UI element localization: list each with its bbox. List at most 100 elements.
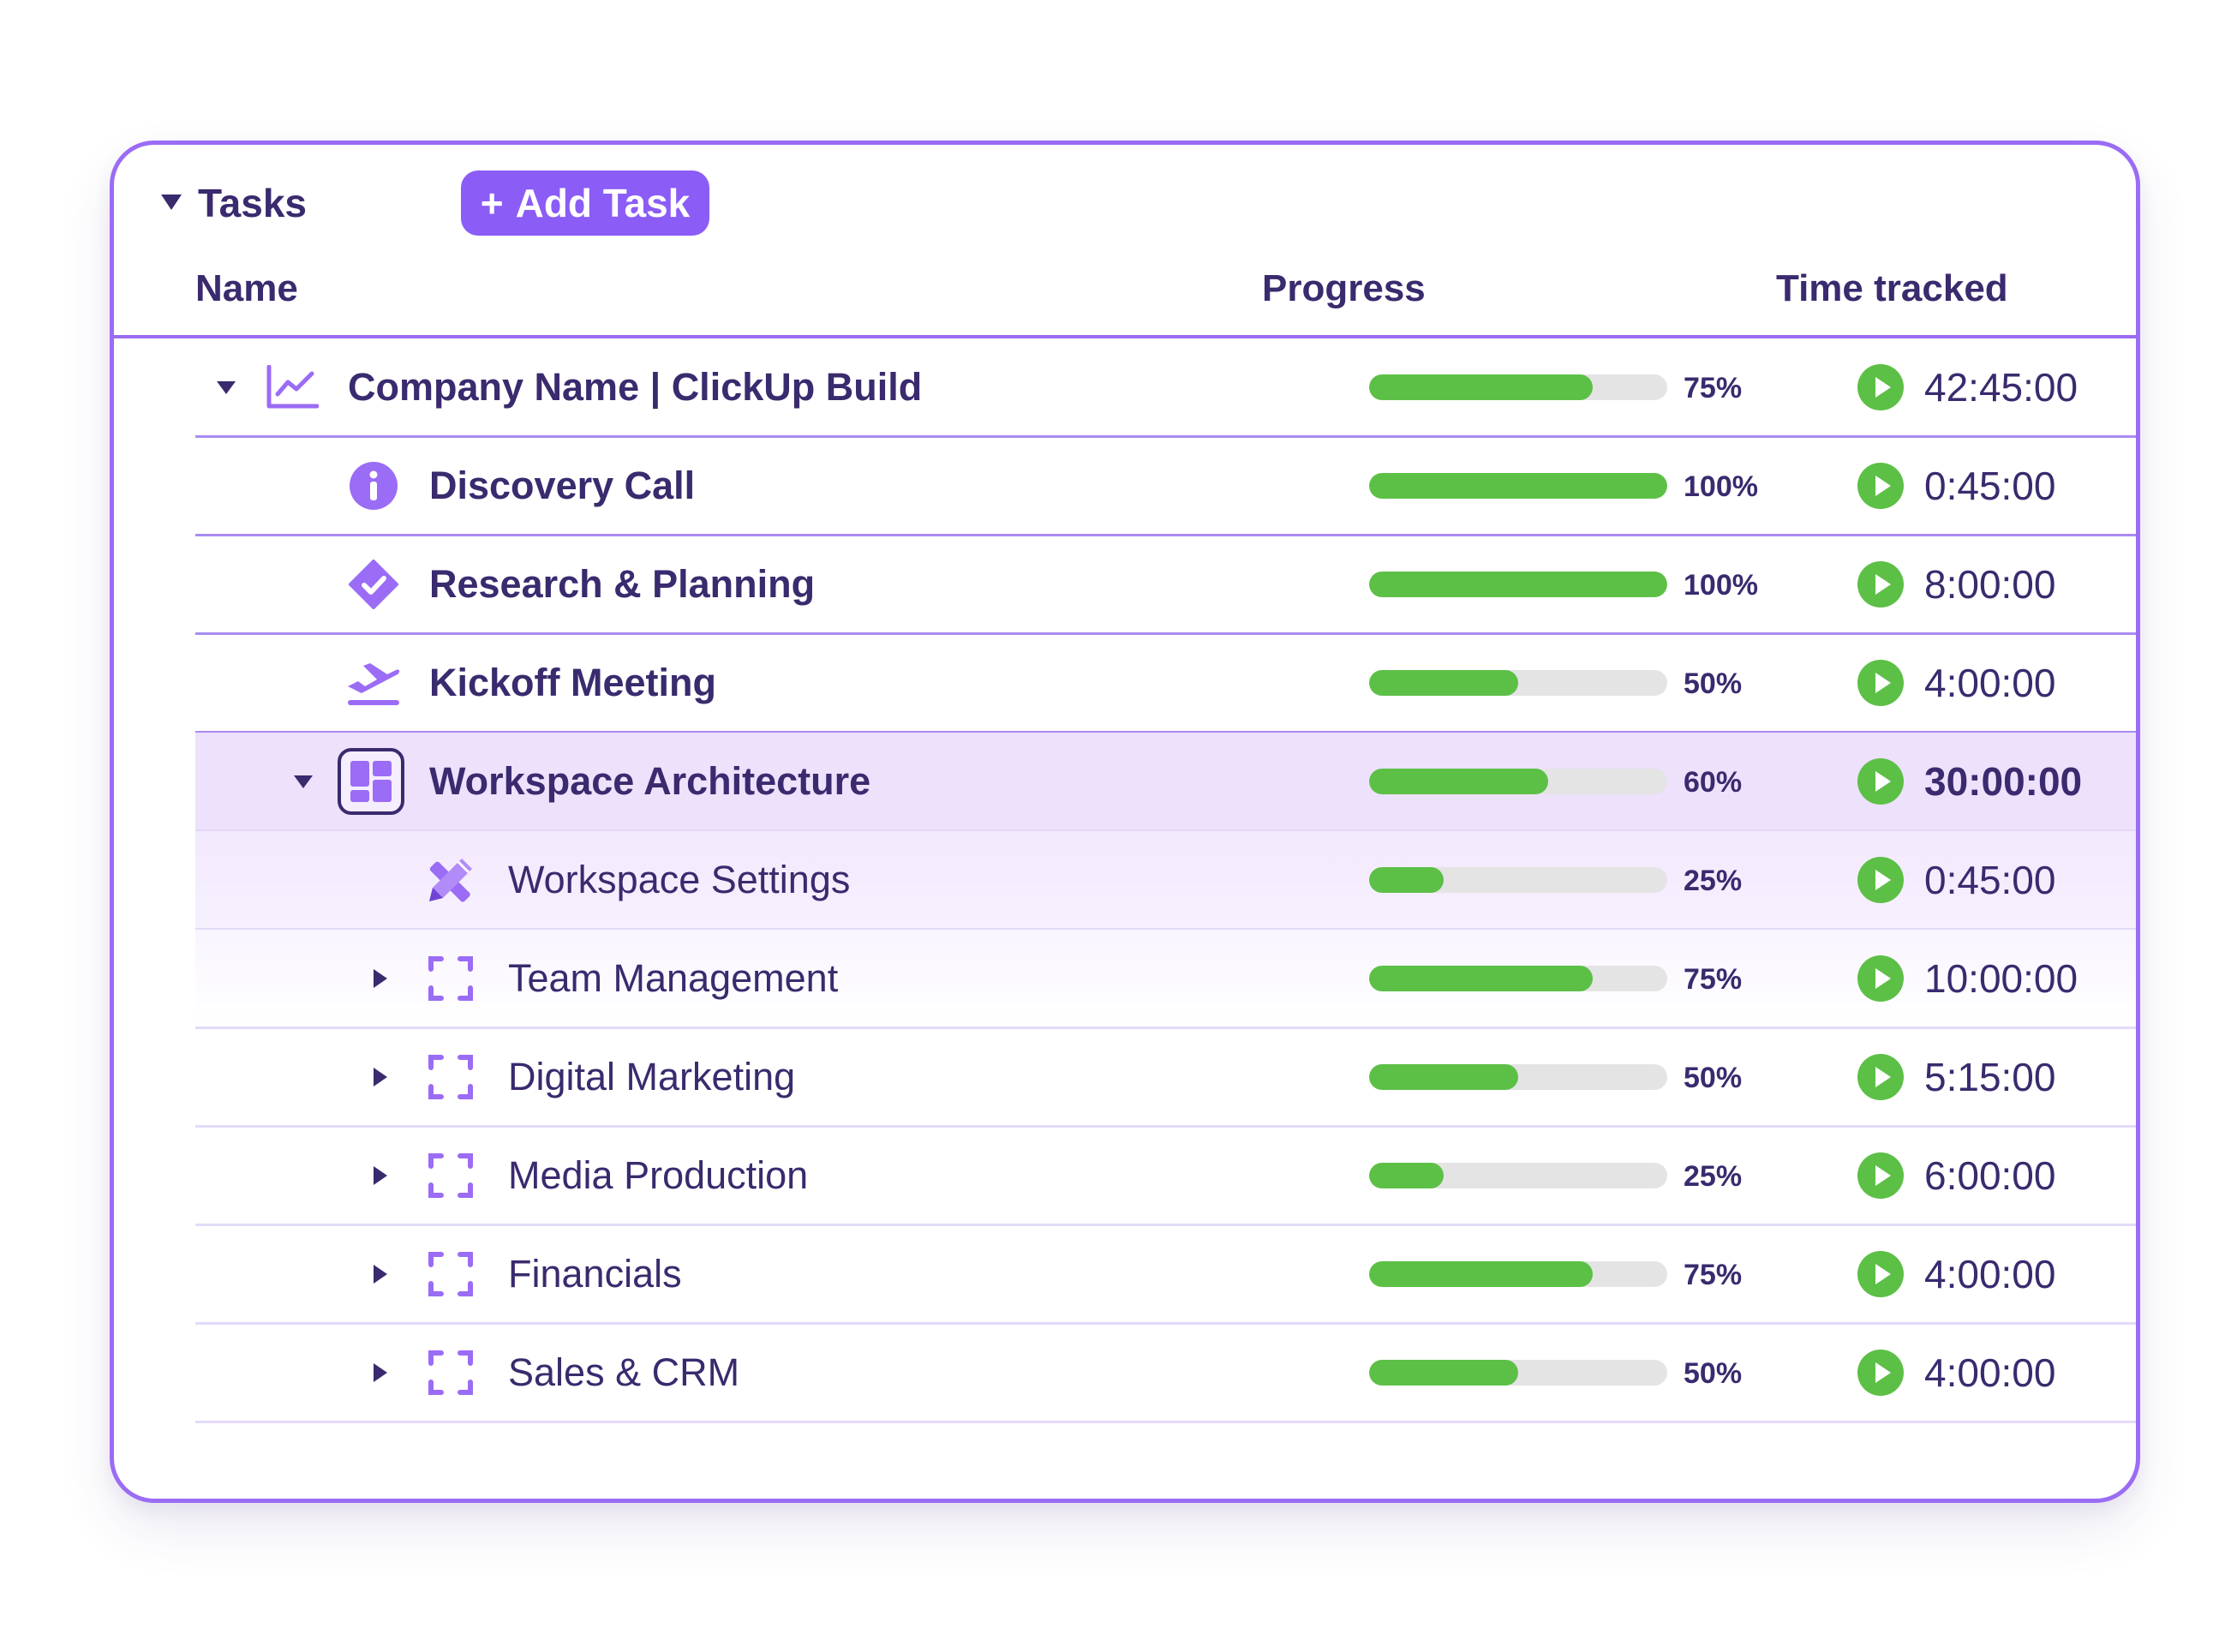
progress-bar xyxy=(1369,1163,1667,1188)
play-timer-icon[interactable] xyxy=(1857,758,1904,805)
add-task-button[interactable]: + Add Task xyxy=(461,171,709,236)
task-name[interactable]: Workspace Settings xyxy=(508,858,851,901)
progress-bar xyxy=(1369,867,1667,893)
play-timer-icon[interactable] xyxy=(1857,364,1904,410)
row-divider xyxy=(195,1027,2136,1029)
column-header-time-tracked[interactable]: Time tracked xyxy=(1776,267,2008,309)
progress-percent: 75% xyxy=(1684,1259,1743,1291)
play-timer-icon[interactable] xyxy=(1857,955,1904,1002)
progress-percent: 100% xyxy=(1684,470,1758,503)
play-timer-icon[interactable] xyxy=(1857,1350,1904,1396)
dashed-frame-icon xyxy=(422,1246,479,1302)
collapsed-caret-icon[interactable] xyxy=(371,1363,390,1382)
task-row-digital-marketing[interactable]: Digital Marketing 50% 5:15:00 xyxy=(195,1028,2136,1128)
collapsed-caret-icon[interactable] xyxy=(371,1068,390,1086)
progress-fill xyxy=(1369,670,1518,696)
play-timer-icon[interactable] xyxy=(1857,463,1904,509)
time-tracked: 4:00:00 xyxy=(1924,1252,2056,1296)
task-name[interactable]: Workspace Architecture xyxy=(429,759,871,803)
task-row-sales-crm[interactable]: Sales & CRM 50% 4:00:00 xyxy=(195,1324,2136,1423)
expanded-caret-icon[interactable] xyxy=(294,772,313,791)
task-row-workspace-settings[interactable]: Workspace Settings 25% 0:45:00 xyxy=(195,831,2136,931)
progress-bar xyxy=(1369,473,1667,499)
task-row-financials[interactable]: Financials 75% 4:00:00 xyxy=(195,1225,2136,1325)
play-timer-icon[interactable] xyxy=(1857,660,1904,706)
progress-percent: 50% xyxy=(1684,1062,1743,1094)
collapsed-caret-icon[interactable] xyxy=(371,1166,390,1185)
task-row-discovery-call[interactable]: Discovery Call 100% 0:45:00 xyxy=(195,437,2136,536)
time-tracked: 8:00:00 xyxy=(1924,562,2056,607)
progress-percent: 60% xyxy=(1684,766,1743,799)
progress-bar xyxy=(1369,374,1667,400)
progress-bar xyxy=(1369,1261,1667,1287)
progress-bar xyxy=(1369,1360,1667,1386)
task-row-research-planning[interactable]: Research & Planning 100% 8:00:00 xyxy=(195,536,2136,635)
progress-percent: 50% xyxy=(1684,1357,1743,1390)
time-tracked: 0:45:00 xyxy=(1924,464,2056,508)
progress-fill xyxy=(1369,966,1593,991)
row-divider xyxy=(195,1322,2136,1325)
progress-fill xyxy=(1369,1360,1518,1386)
task-row-team-management[interactable]: Team Management 75% 10:00:00 xyxy=(195,930,2136,1029)
task-row-kickoff-meeting[interactable]: Kickoff Meeting 50% 4:00:00 xyxy=(195,634,2136,733)
progress-fill xyxy=(1369,473,1667,499)
task-name[interactable]: Discovery Call xyxy=(429,464,696,507)
plus-icon: + xyxy=(480,181,504,225)
progress-fill xyxy=(1369,1163,1444,1188)
task-row-media-production[interactable]: Media Production 25% 6:00:00 xyxy=(195,1127,2136,1226)
row-divider xyxy=(195,1421,2136,1423)
progress-fill xyxy=(1369,1064,1518,1090)
row-divider xyxy=(195,731,2136,733)
task-name[interactable]: Sales & CRM xyxy=(508,1350,740,1394)
play-timer-icon[interactable] xyxy=(1857,1251,1904,1297)
section-collapse-caret-icon[interactable] xyxy=(161,193,182,212)
row-divider xyxy=(195,534,2136,536)
progress-bar xyxy=(1369,670,1667,696)
progress-bar xyxy=(1369,769,1667,794)
task-name[interactable]: Research & Planning xyxy=(429,562,816,606)
play-timer-icon[interactable] xyxy=(1857,1152,1904,1199)
progress-percent: 50% xyxy=(1684,667,1743,700)
play-timer-icon[interactable] xyxy=(1857,857,1904,903)
task-name[interactable]: Company Name | ClickUp Build xyxy=(348,365,923,409)
section-title: Tasks xyxy=(198,181,308,225)
check-badge-icon xyxy=(345,556,402,613)
progress-fill xyxy=(1369,1261,1593,1287)
task-name[interactable]: Kickoff Meeting xyxy=(429,661,717,704)
task-name[interactable]: Digital Marketing xyxy=(508,1055,796,1098)
time-tracked: 30:00:00 xyxy=(1924,759,2083,804)
row-divider xyxy=(195,632,2136,635)
layout-grid-icon xyxy=(337,747,405,816)
expanded-caret-icon[interactable] xyxy=(217,378,236,397)
progress-percent: 25% xyxy=(1684,1160,1743,1193)
dashed-frame-icon xyxy=(422,950,479,1007)
play-timer-icon[interactable] xyxy=(1857,561,1904,608)
progress-percent: 25% xyxy=(1684,865,1743,897)
progress-bar xyxy=(1369,572,1667,597)
row-divider xyxy=(195,1224,2136,1226)
task-row-workspace-architecture[interactable]: Workspace Architecture 60% 30:00:00 xyxy=(195,733,2136,832)
collapsed-caret-icon[interactable] xyxy=(371,1265,390,1284)
progress-bar xyxy=(1369,966,1667,991)
column-header-name[interactable]: Name xyxy=(195,267,298,309)
time-tracked: 42:45:00 xyxy=(1924,365,2078,410)
progress-percent: 100% xyxy=(1684,569,1758,602)
collapsed-caret-icon[interactable] xyxy=(371,969,390,988)
chart-line-icon xyxy=(264,359,320,416)
info-icon xyxy=(345,458,402,514)
progress-fill xyxy=(1369,374,1593,400)
time-tracked: 6:00:00 xyxy=(1924,1153,2056,1198)
column-header-progress[interactable]: Progress xyxy=(1262,267,1426,309)
time-tracked: 5:15:00 xyxy=(1924,1055,2056,1099)
task-row-company-build[interactable]: Company Name | ClickUp Build 75% 42:45:0… xyxy=(195,338,2136,438)
time-tracked: 0:45:00 xyxy=(1924,858,2056,902)
dashed-frame-icon xyxy=(422,1344,479,1401)
play-timer-icon[interactable] xyxy=(1857,1054,1904,1100)
task-name[interactable]: Financials xyxy=(508,1252,682,1296)
row-divider xyxy=(195,829,2136,832)
task-name[interactable]: Team Management xyxy=(508,956,839,1000)
time-tracked: 10:00:00 xyxy=(1924,956,2078,1001)
task-name[interactable]: Media Production xyxy=(508,1153,809,1197)
plane-takeoff-icon xyxy=(345,655,402,711)
time-tracked: 4:00:00 xyxy=(1924,1350,2056,1395)
